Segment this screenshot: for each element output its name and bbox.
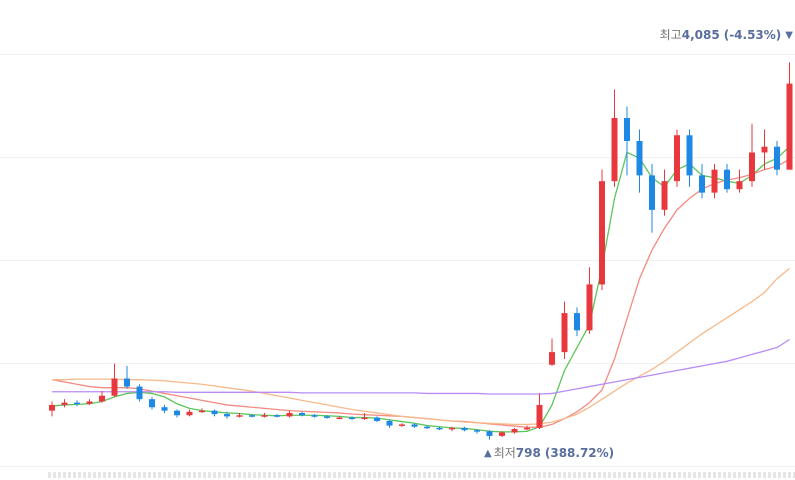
- candle-body: [236, 415, 243, 417]
- candle-body: [599, 181, 605, 285]
- low-annotation: ▲ 최저798 (388.72%): [484, 446, 614, 460]
- candle-body: [249, 415, 255, 417]
- high-annotation: 최고4,085 (-4.53%) ▼: [660, 28, 794, 42]
- candle-body: [424, 426, 430, 429]
- candle-body: [211, 410, 218, 415]
- candle-body: [299, 412, 305, 416]
- candle-body: [611, 118, 618, 182]
- candle-body: [786, 83, 793, 170]
- candle-body: [761, 146, 768, 153]
- high-change: (-4.53%): [724, 28, 782, 42]
- candle-body: [724, 169, 730, 190]
- low-arrow: ▲: [484, 448, 492, 459]
- candle-body: [174, 410, 180, 416]
- candle-body: [686, 135, 693, 176]
- candle-body: [549, 352, 555, 365]
- candle-body: [574, 313, 580, 331]
- candle-body: [561, 313, 568, 353]
- candle-body: [136, 386, 143, 400]
- candle-body: [499, 432, 505, 436]
- high-arrow: ▼: [785, 30, 793, 41]
- candle-body: [399, 424, 405, 426]
- candle-body: [111, 378, 118, 396]
- x-axis-band: [48, 472, 795, 478]
- candle-body: [749, 152, 755, 182]
- candle-body: [524, 427, 530, 430]
- candle-body: [311, 415, 318, 417]
- candle-body: [474, 430, 480, 432]
- high-label: 최고: [660, 28, 682, 42]
- low-change: (388.72%): [545, 446, 614, 460]
- candle-body: [374, 417, 380, 421]
- candle-body: [336, 417, 343, 420]
- candle-body: [536, 404, 543, 428]
- candle-body: [349, 417, 355, 420]
- candle-body: [736, 181, 743, 190]
- candle-body: [661, 181, 668, 210]
- candle-body: [86, 401, 93, 404]
- candle-body: [274, 415, 280, 417]
- candle-body: [486, 431, 493, 436]
- candle-body: [774, 146, 780, 170]
- candle-body: [436, 427, 443, 430]
- candle-body: [124, 378, 130, 387]
- candle-body: [461, 427, 468, 431]
- candle-body: [161, 407, 168, 411]
- low-label: 최저: [494, 446, 516, 460]
- candle-body: [674, 135, 680, 182]
- candle-body: [586, 284, 593, 331]
- candle-body: [386, 420, 393, 426]
- candle-body: [224, 414, 230, 417]
- candle-body: [99, 395, 105, 402]
- candle-body: [286, 412, 293, 417]
- moving-average-line: [51, 146, 790, 433]
- candle-body: [74, 402, 80, 405]
- candle-body: [624, 118, 630, 141]
- candle-body: [411, 424, 418, 427]
- candle-body: [711, 169, 718, 193]
- low-value: 798: [516, 446, 541, 460]
- candle-body: [199, 410, 205, 413]
- candle-body: [649, 175, 655, 210]
- moving-average-line: [51, 158, 790, 428]
- candle-body: [449, 427, 455, 430]
- candle-body: [186, 411, 193, 416]
- candle-body: [261, 415, 268, 417]
- candle-body: [511, 429, 518, 433]
- candle-body: [49, 404, 55, 411]
- moving-average-line: [52, 267, 790, 426]
- high-value: 4,085: [682, 28, 720, 42]
- candle-body: [699, 175, 705, 193]
- candle-body: [361, 417, 368, 420]
- candle-body: [636, 140, 643, 176]
- candle-body: [324, 416, 330, 418]
- candle-body: [61, 402, 68, 405]
- candle-body: [149, 399, 155, 408]
- moving-average-line: [52, 338, 790, 395]
